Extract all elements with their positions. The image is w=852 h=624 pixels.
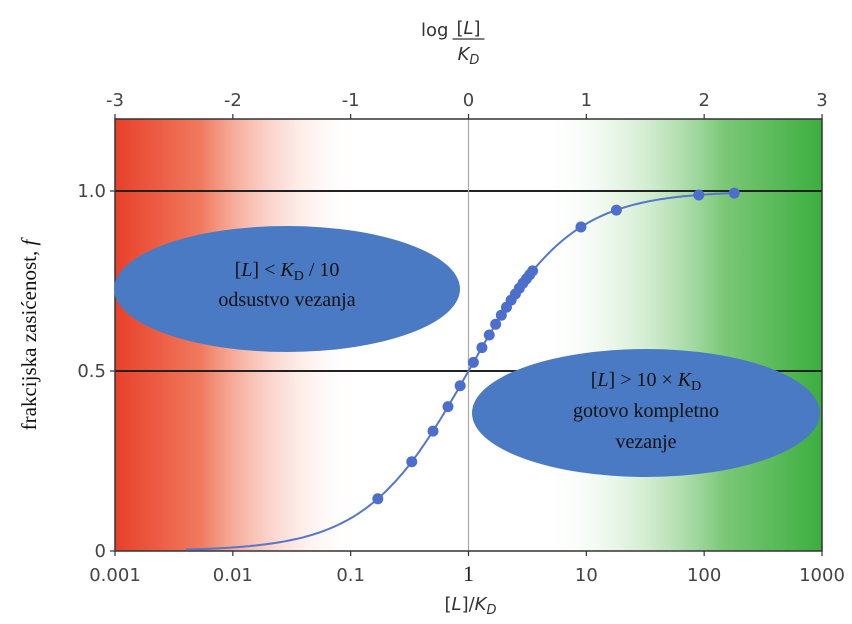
data-point-2 <box>427 425 439 437</box>
top-axis-label: log [L] KD <box>421 18 485 68</box>
x-tick-label-6: 1000 <box>799 565 845 586</box>
low-binding-text-1: odsustvo vezanja <box>218 289 355 311</box>
x-axis-label: [L]/KD <box>445 594 497 618</box>
top-label-numerator: [L] <box>456 18 480 39</box>
top-label-denominator: KD <box>458 44 480 68</box>
x-tick-label-2: 0.1 <box>336 565 365 586</box>
data-point-19 <box>610 204 622 216</box>
data-point-5 <box>467 356 479 368</box>
x-tick-label-5: 100 <box>687 565 721 586</box>
top-tick-label-5: 2 <box>698 90 709 111</box>
tick-labels: 0.001 0.01 0.1 1 10 100 1000 -3 -2 -1 0 1 2 3 0 0.5 1.0 <box>77 90 845 586</box>
data-point-18 <box>575 221 587 233</box>
top-tick-label-1: -2 <box>224 90 242 111</box>
data-point-4 <box>454 380 466 392</box>
data-point-7 <box>483 329 495 341</box>
y-tick-label-0: 0 <box>95 541 106 562</box>
annotations: [L] < KD / 10 odsustvo vezanja [L] > 10 × … <box>114 226 820 477</box>
top-tick-label-2: -1 <box>342 90 360 111</box>
top-tick-label-0: -3 <box>106 90 124 111</box>
y-tick-label-2: 1.0 <box>77 181 106 202</box>
top-label-log: log <box>421 20 448 41</box>
data-point-17 <box>527 265 539 277</box>
data-point-0 <box>372 493 384 505</box>
y-axis-label: frakcijska zasićenost, f <box>17 237 41 431</box>
high-binding-text-1: gotovo kompletno <box>573 400 719 422</box>
data-point-21 <box>728 187 740 199</box>
low-binding-text-0: [L] < KD / 10 <box>235 259 340 284</box>
data-point-9 <box>495 309 507 321</box>
high-binding-band <box>539 119 822 551</box>
top-tick-label-4: 1 <box>581 90 592 111</box>
data-point-20 <box>693 189 705 201</box>
data-point-8 <box>490 318 502 330</box>
top-tick-label-6: 3 <box>816 90 827 111</box>
x-tick-label-1: 0.01 <box>213 565 253 586</box>
data-point-6 <box>476 342 488 354</box>
x-tick-label-4: 10 <box>575 565 598 586</box>
high-binding-bubble <box>472 349 820 477</box>
data-point-1 <box>406 456 418 468</box>
x-tick-label-3: 1 <box>463 561 474 586</box>
x-tick-label-0: 0.001 <box>89 565 141 586</box>
low-binding-bubble <box>114 226 460 352</box>
data-points <box>372 187 740 505</box>
top-tick-label-3: 0 <box>463 90 474 111</box>
high-binding-text-0: [L] > 10 × KD <box>591 369 702 394</box>
y-tick-label-1: 0.5 <box>77 361 106 382</box>
high-binding-text-2: vezanje <box>615 431 676 453</box>
data-point-3 <box>442 401 454 413</box>
